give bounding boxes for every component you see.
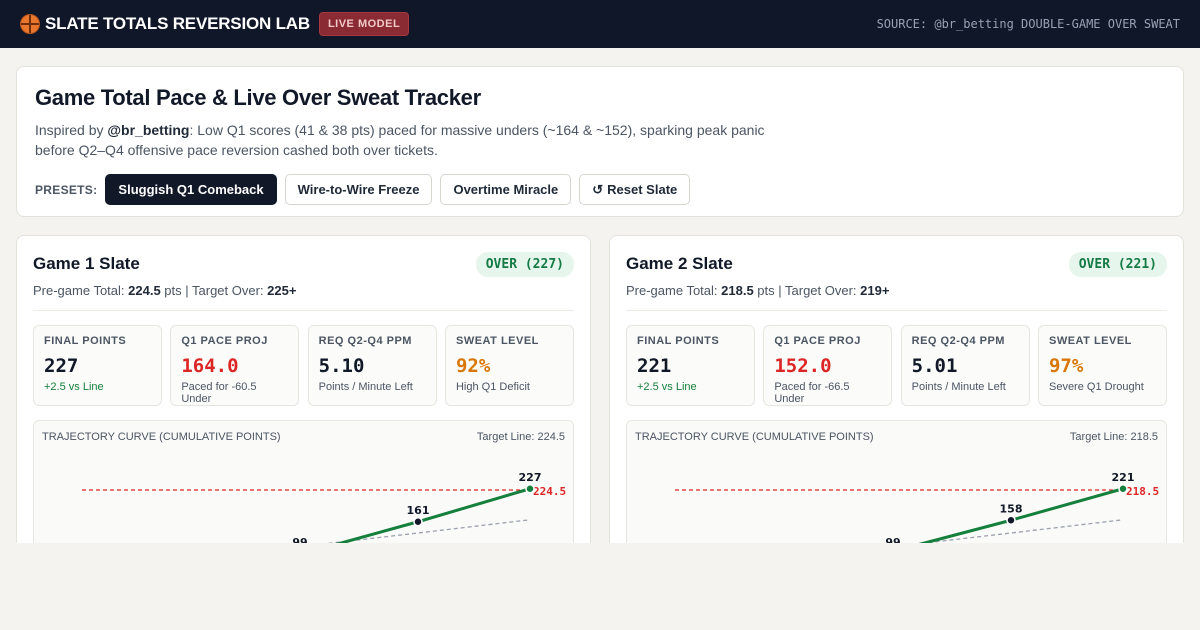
stat-q1-pace: Q1 PACE PROJ 152.0 Paced for -66.5 Under xyxy=(763,325,893,406)
preset-wire-to-wire-button[interactable]: Wire-to-Wire Freeze xyxy=(284,174,433,205)
stats-row: FINAL POINTS 227 +2.5 vs Line Q1 PACE PR… xyxy=(33,325,574,406)
game-subtitle: Pre-game Total: 224.5 pts | Target Over:… xyxy=(33,283,574,298)
stats-row: FINAL POINTS 221 +2.5 vs Line Q1 PACE PR… xyxy=(626,325,1167,406)
stat-note: High Q1 Deficit xyxy=(455,381,530,393)
reset-slate-label: Reset Slate xyxy=(607,182,678,197)
presets-bar: PRESETS: Sluggish Q1 Comeback Wire-to-Wi… xyxy=(35,174,1165,205)
chart-target-label: Target Line: 218.5 xyxy=(1069,431,1158,443)
stat-value: 152.0 xyxy=(774,355,832,377)
stat-label: FINAL POINTS xyxy=(44,335,127,347)
stat-label: Q1 PACE PROJ xyxy=(774,335,861,347)
game-2-card: Game 2 Slate Pre-game Total: 218.5 pts |… xyxy=(609,235,1184,565)
stat-q1-pace: Q1 PACE PROJ 164.0 Paced for -60.5 Under xyxy=(170,325,300,406)
pregame-label: Pre-game Total: xyxy=(33,283,129,298)
stat-req-ppm: REQ Q2-Q4 PPM 5.01 Points / Minute Left xyxy=(900,325,1030,406)
game-1-card: Game 1 Slate Pre-game Total: 224.5 pts |… xyxy=(16,235,591,565)
stat-note: +2.5 vs Line xyxy=(44,381,104,393)
presets-label: PRESETS: xyxy=(35,182,98,197)
target-label: pts | Target Over: xyxy=(160,283,268,298)
data-point xyxy=(1118,484,1128,494)
verdict-badge: OVER (227) xyxy=(475,252,574,277)
target-value: 225+ xyxy=(267,283,297,298)
pregame-value: 218.5 xyxy=(721,283,754,298)
stat-value: 5.10 xyxy=(318,355,365,377)
description-prefix: Inspired by xyxy=(35,122,108,138)
stat-note: Paced for -66.5 Under xyxy=(774,381,850,405)
stat-note: Points / Minute Left xyxy=(911,381,1006,393)
stat-value: 227 xyxy=(44,355,79,377)
game-title: Game 1 Slate xyxy=(33,254,140,273)
preset-overtime-button[interactable]: Overtime Miracle xyxy=(440,174,572,205)
hero-card: Game Total Pace & Live Over Sweat Tracke… xyxy=(16,66,1184,217)
brand: SLATE TOTALS REVERSION LAB LIVE MODEL xyxy=(20,12,410,36)
description-handle: @br_betting xyxy=(107,122,190,138)
preset-sluggish-q1-button[interactable]: Sluggish Q1 Comeback xyxy=(105,174,277,205)
stat-label: SWEAT LEVEL xyxy=(1048,335,1132,347)
stat-value: 221 xyxy=(637,355,672,377)
target-value-label: 218.5 xyxy=(1126,485,1159,498)
stat-label: REQ Q2-Q4 PPM xyxy=(318,335,412,347)
page-description: Inspired by @br_betting: Low Q1 scores (… xyxy=(35,120,795,160)
stat-sweat-level: SWEAT LEVEL 97% Severe Q1 Drought xyxy=(1037,325,1167,406)
game-title: Game 2 Slate xyxy=(626,254,733,273)
data-point xyxy=(413,517,423,527)
stat-value: 5.01 xyxy=(911,355,958,377)
stat-note: +2.5 vs Line xyxy=(637,381,697,393)
stat-label: SWEAT LEVEL xyxy=(455,335,539,347)
trajectory-svg: 218.599158221 xyxy=(627,471,1159,559)
top-bar: SLATE TOTALS REVERSION LAB LIVE MODEL SO… xyxy=(0,0,1200,48)
actual-points-line xyxy=(796,487,1124,559)
data-label: 227 xyxy=(519,471,542,484)
page-background xyxy=(0,543,1200,630)
chart-target-label: Target Line: 224.5 xyxy=(476,431,565,443)
trajectory-chart: TRAJECTORY CURVE (CUMULATIVE POINTS) Tar… xyxy=(33,420,574,560)
data-label: 158 xyxy=(1000,502,1023,515)
data-point xyxy=(1006,515,1016,525)
basketball-icon xyxy=(20,14,40,34)
target-label: pts | Target Over: xyxy=(753,283,861,298)
data-label: 221 xyxy=(1112,471,1135,484)
data-label: 161 xyxy=(407,504,430,517)
app-title: SLATE TOTALS REVERSION LAB xyxy=(45,14,310,33)
chart-title: TRAJECTORY CURVE (CUMULATIVE POINTS) xyxy=(42,431,281,443)
data-point xyxy=(525,484,535,494)
stat-note: Severe Q1 Drought xyxy=(1048,381,1144,393)
trajectory-svg: 224.599161227 xyxy=(34,471,566,559)
target-value-label: 224.5 xyxy=(533,485,566,498)
stat-final-points: FINAL POINTS 227 +2.5 vs Line xyxy=(33,325,162,406)
stat-label: Q1 PACE PROJ xyxy=(181,335,268,347)
stat-value: 97% xyxy=(1048,355,1084,377)
stat-req-ppm: REQ Q2-Q4 PPM 5.10 Points / Minute Left xyxy=(307,325,437,406)
pregame-value: 224.5 xyxy=(128,283,161,298)
stat-label: FINAL POINTS xyxy=(637,335,720,347)
trajectory-chart: TRAJECTORY CURVE (CUMULATIVE POINTS) Tar… xyxy=(626,420,1167,560)
reset-icon: ↺ xyxy=(592,181,604,197)
divider xyxy=(33,310,574,311)
stat-sweat-level: SWEAT LEVEL 92% High Q1 Deficit xyxy=(444,325,574,406)
page-title: Game Total Pace & Live Over Sweat Tracke… xyxy=(35,85,481,110)
stat-final-points: FINAL POINTS 221 +2.5 vs Line xyxy=(626,325,755,406)
actual-points-line xyxy=(227,487,531,559)
pregame-label: Pre-game Total: xyxy=(626,283,722,298)
live-model-badge: LIVE MODEL xyxy=(318,12,410,36)
stat-value: 164.0 xyxy=(181,355,239,377)
verdict-badge: OVER (221) xyxy=(1068,252,1167,277)
target-value: 219+ xyxy=(860,283,890,298)
stat-value: 92% xyxy=(455,355,491,377)
reset-slate-button[interactable]: ↺ Reset Slate xyxy=(579,174,691,205)
chart-title: TRAJECTORY CURVE (CUMULATIVE POINTS) xyxy=(635,431,874,443)
source-credit: SOURCE: @br_betting DOUBLE-GAME OVER SWE… xyxy=(876,17,1180,31)
divider xyxy=(626,310,1167,311)
stat-note: Points / Minute Left xyxy=(318,381,413,393)
stat-note: Paced for -60.5 Under xyxy=(181,381,257,405)
game-subtitle: Pre-game Total: 218.5 pts | Target Over:… xyxy=(626,283,1167,298)
description-body: : Low Q1 scores (41 & 38 pts) paced for … xyxy=(35,122,765,158)
stat-label: REQ Q2-Q4 PPM xyxy=(911,335,1005,347)
